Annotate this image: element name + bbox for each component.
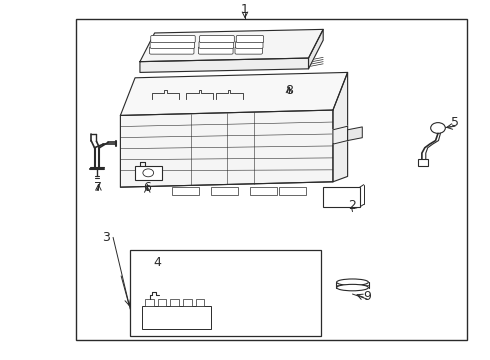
Ellipse shape [337, 279, 368, 285]
Text: 5: 5 [451, 116, 459, 129]
Bar [130, 250, 321, 336]
Bar [158, 299, 166, 306]
Bar [143, 306, 211, 329]
Bar [145, 299, 154, 306]
Bar [170, 299, 179, 306]
FancyBboxPatch shape [199, 36, 234, 42]
Polygon shape [309, 30, 323, 69]
Bar [323, 187, 360, 207]
Bar [135, 166, 162, 180]
Polygon shape [333, 72, 347, 182]
Text: 4: 4 [153, 256, 161, 269]
Bar [183, 299, 192, 306]
Text: 8: 8 [285, 84, 293, 97]
Polygon shape [333, 126, 347, 144]
FancyBboxPatch shape [150, 41, 195, 48]
Polygon shape [140, 30, 323, 62]
Bar [418, 159, 428, 166]
Bar [172, 187, 198, 195]
Polygon shape [140, 58, 309, 72]
FancyBboxPatch shape [151, 36, 195, 42]
Text: 2: 2 [348, 199, 356, 212]
Bar [279, 187, 306, 195]
Circle shape [431, 123, 445, 134]
Ellipse shape [337, 284, 368, 291]
FancyBboxPatch shape [236, 36, 264, 42]
Circle shape [143, 169, 154, 177]
Bar [196, 299, 204, 306]
Text: 6: 6 [144, 181, 151, 194]
Text: 3: 3 [102, 231, 110, 244]
Text: 1: 1 [241, 3, 249, 16]
FancyBboxPatch shape [149, 47, 194, 54]
FancyBboxPatch shape [199, 41, 234, 48]
Bar [211, 187, 238, 195]
FancyBboxPatch shape [236, 41, 263, 48]
Text: 9: 9 [363, 290, 371, 303]
Polygon shape [347, 127, 362, 140]
Polygon shape [121, 110, 333, 187]
Text: 7: 7 [95, 181, 102, 194]
Bar [250, 187, 277, 195]
FancyBboxPatch shape [198, 47, 233, 54]
FancyBboxPatch shape [235, 47, 262, 54]
Bar [76, 19, 467, 339]
Polygon shape [121, 72, 347, 116]
